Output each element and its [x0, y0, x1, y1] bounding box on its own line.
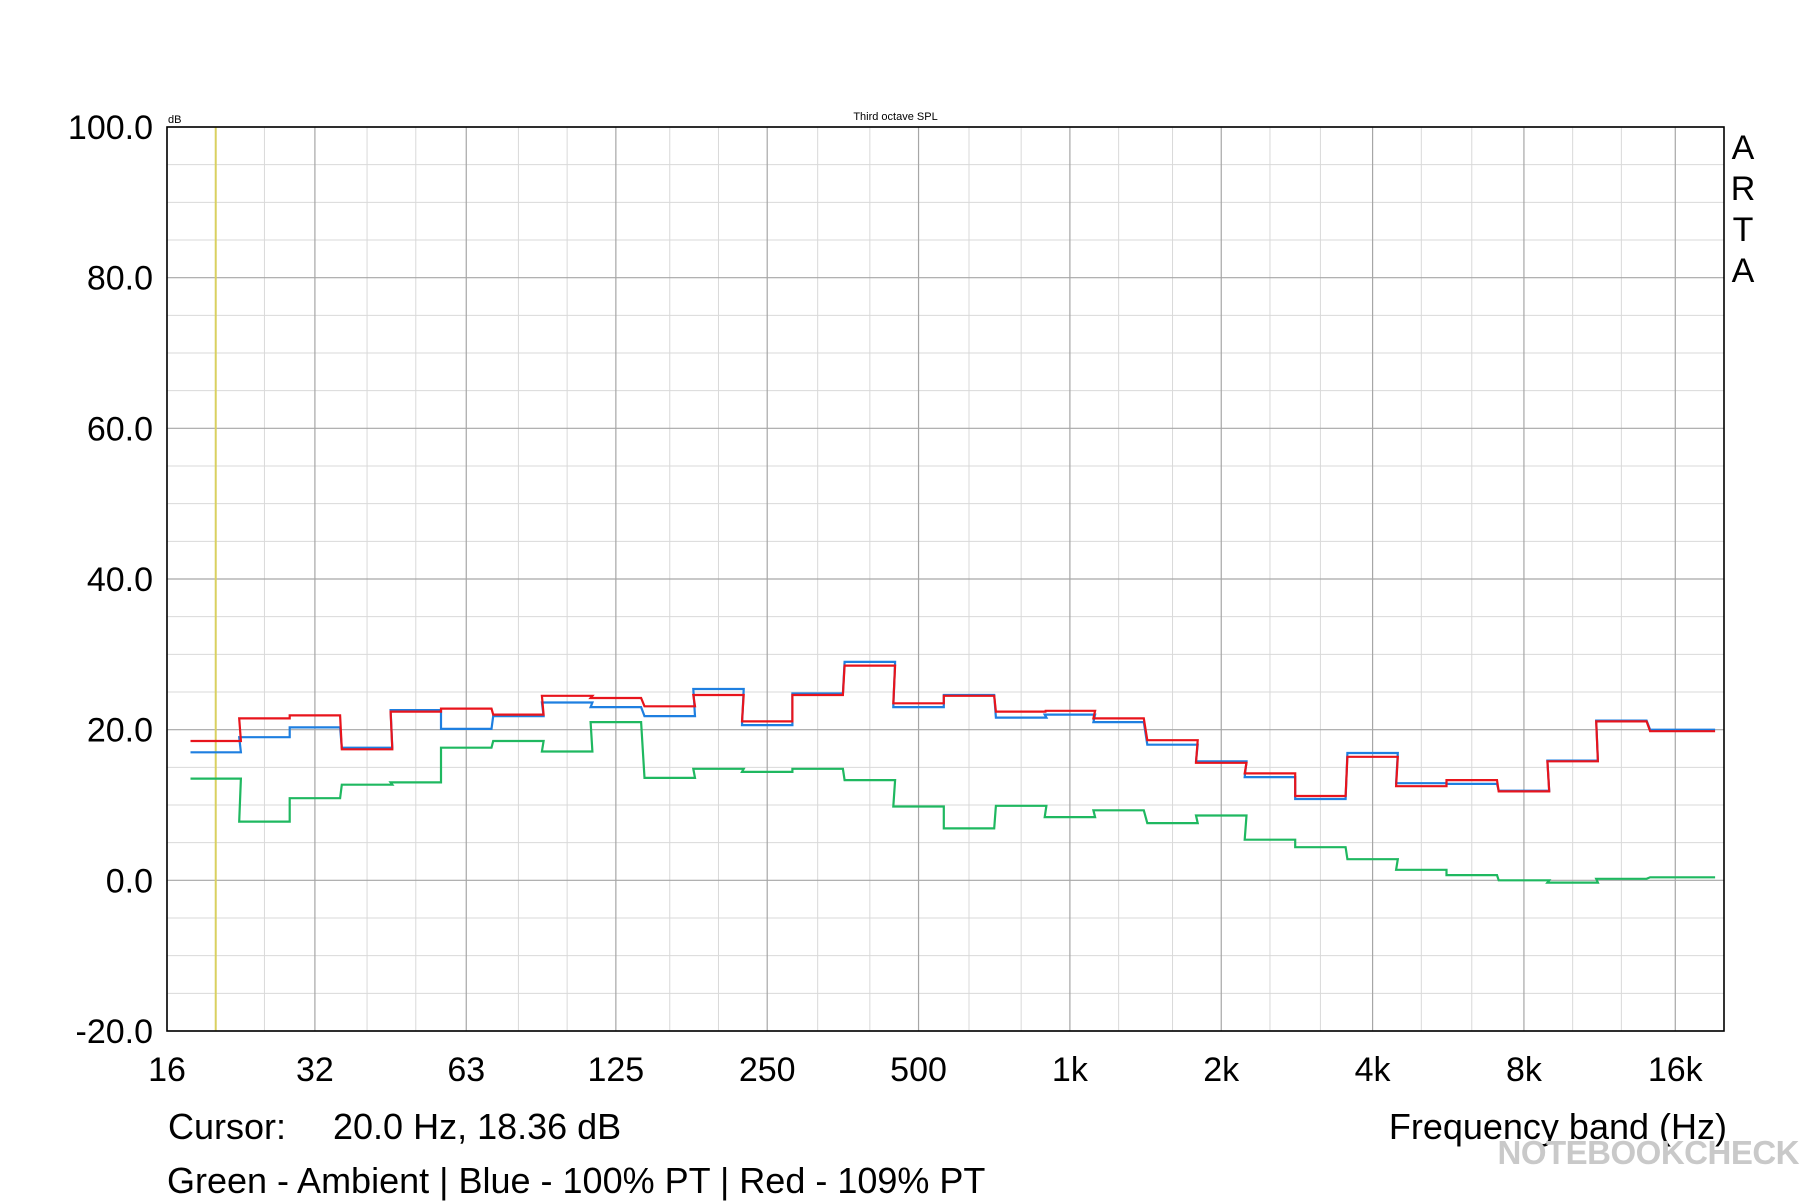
y-tick-label: 20.0: [87, 712, 153, 750]
arta-letter: A: [1731, 252, 1755, 290]
arta-letter: A: [1731, 129, 1755, 167]
series-line-0: [190, 721, 1716, 884]
x-tick-label: 1k: [1052, 1051, 1089, 1089]
x-tick-label: 63: [447, 1051, 485, 1089]
cursor-readout: 20.0 Hz, 18.36 dB: [333, 1106, 622, 1147]
plot-frame: [166, 126, 1725, 1032]
x-tick-label: 125: [587, 1051, 644, 1089]
y-tick-label: 0.0: [106, 862, 153, 900]
y-tick-label: 100.0: [68, 109, 153, 147]
y-tick-label: 40.0: [87, 561, 153, 599]
cursor-label: Cursor:: [168, 1106, 287, 1147]
notebookcheck-logo: NOTEBOOKCHECK: [1497, 1134, 1799, 1171]
y-tick-label: 60.0: [87, 410, 153, 448]
series-line-1: [190, 660, 1716, 801]
x-tick-label: 8k: [1506, 1051, 1543, 1089]
arta-letter: T: [1732, 211, 1754, 249]
tick-labels: -20.0 0.0 20.0 40.0 60.0 80.0 100.0 16 32 63 125 25…: [68, 109, 1704, 1089]
series-layer: [190, 660, 1716, 884]
series-line-2: [190, 664, 1716, 798]
x-tick-label: 32: [296, 1051, 334, 1089]
x-axis-title: Frequency band (Hz): [1388, 1106, 1727, 1147]
y-tick-label: 80.0: [87, 260, 153, 298]
x-tick-label: 250: [739, 1051, 796, 1089]
y-axis-label: dB: [168, 114, 181, 126]
x-tick-label: 4k: [1355, 1051, 1392, 1089]
y-tick-label: -20.0: [76, 1013, 154, 1051]
x-tick-label: 16k: [1648, 1051, 1704, 1089]
chart-title: Third octave SPL: [853, 111, 937, 123]
arta-letter: R: [1730, 170, 1756, 208]
chart-grid: [166, 126, 1725, 1032]
x-tick-label: 2k: [1203, 1051, 1240, 1089]
x-tick-label: 16: [148, 1051, 186, 1089]
legend-caption: Green - Ambient | Blue - 100% PT | Red -…: [167, 1160, 986, 1201]
x-tick-label: 500: [890, 1051, 947, 1089]
